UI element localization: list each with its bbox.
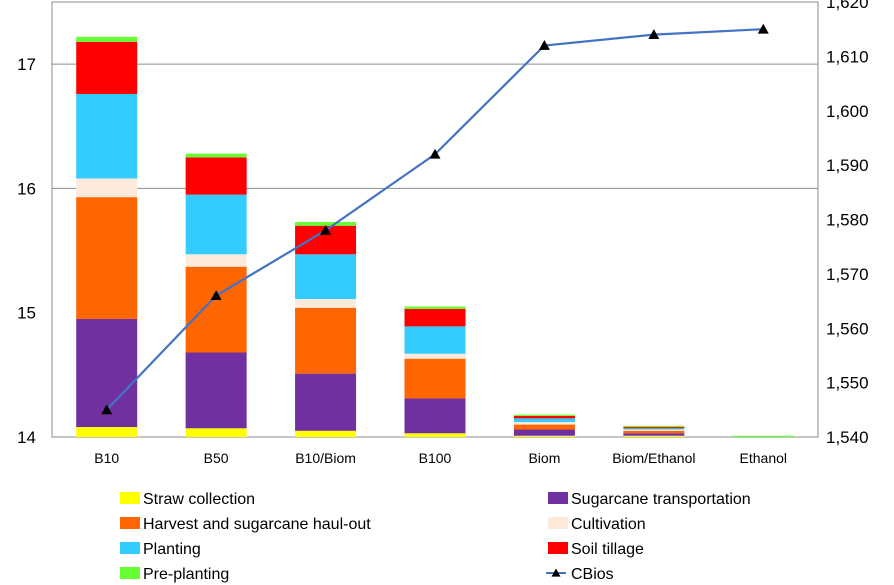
legend-swatch	[548, 542, 568, 554]
bar-segment	[623, 427, 685, 429]
category-label: B50	[204, 450, 229, 466]
category-labels: B10 B50 B10/Biom B100 Biom Biom/Ethanol Ethano…	[94, 450, 787, 466]
bar-segment	[185, 157, 247, 195]
cbios-point	[320, 224, 332, 235]
bar-segment	[76, 36, 138, 42]
bar-segment	[185, 153, 247, 158]
bar-segment	[623, 433, 685, 436]
bar-segment	[513, 414, 575, 416]
bar-segment	[404, 306, 466, 309]
bar-segment	[623, 429, 685, 431]
bar-segment	[404, 358, 466, 399]
cbios-point	[538, 40, 550, 50]
bar-segment	[295, 307, 357, 374]
right-tick-label: 1,570	[826, 265, 869, 284]
legend: Straw collection Sugarcane transportation…	[120, 491, 751, 583]
bar-segment	[404, 433, 466, 437]
legend-swatch	[548, 492, 568, 504]
cbios-point	[648, 29, 660, 40]
right-axis-ticks: 1,540 1,550 1,560 1,570 1,580 1,590 1,600 1,610…	[826, 0, 869, 447]
left-tick-label: 14	[17, 428, 36, 447]
right-tick-label: 1,590	[826, 156, 869, 175]
legend-swatch	[120, 517, 140, 529]
bar-segment	[76, 427, 138, 437]
category-label: Ethanol	[740, 450, 787, 466]
right-tick-label: 1,600	[826, 102, 869, 121]
bar-segment	[404, 353, 466, 359]
bar-segment	[76, 178, 138, 198]
bar-segment	[732, 435, 794, 437]
right-tick-label: 1,540	[826, 428, 869, 447]
legend-marker-swatch	[551, 568, 561, 577]
bar-segment	[185, 194, 247, 255]
legend-label: CBios	[571, 566, 614, 583]
bar-segment	[295, 373, 357, 431]
bar-segment	[185, 266, 247, 353]
legend-swatch	[120, 542, 140, 554]
right-tick-label: 1,610	[826, 47, 869, 66]
category-label: B10	[94, 450, 119, 466]
bar-segment	[513, 418, 575, 423]
category-label: B10/Biom	[295, 450, 356, 466]
bar-segment	[295, 254, 357, 300]
legend-label: Straw collection	[143, 491, 255, 508]
bar-segment	[513, 415, 575, 419]
bar-segment	[404, 308, 466, 327]
bar-segment	[623, 428, 685, 430]
category-label: Biom	[528, 450, 560, 466]
legend-swatch	[120, 492, 140, 504]
legend-label: Pre-planting	[143, 566, 229, 583]
bar-segment	[404, 398, 466, 434]
bar-segment	[513, 435, 575, 437]
left-tick-label: 17	[17, 55, 36, 74]
category-label: Biom/Ethanol	[612, 450, 695, 466]
cbios-point	[101, 404, 113, 415]
legend-label: Harvest and sugarcane haul-out	[143, 516, 371, 533]
cbios-line	[101, 23, 769, 415]
legend-swatch	[120, 567, 140, 579]
bar-segment	[404, 326, 466, 354]
right-tick-label: 1,580	[826, 211, 869, 230]
bar-segment	[623, 435, 685, 437]
legend-swatch	[548, 517, 568, 529]
left-tick-label: 16	[17, 179, 36, 198]
cbios-point	[210, 290, 222, 301]
right-tick-label: 1,560	[826, 319, 869, 338]
bar-segment	[513, 424, 575, 430]
bar-segment	[623, 430, 685, 434]
bar-segment	[76, 93, 138, 179]
right-tick-label: 1,550	[826, 374, 869, 393]
cbios-point	[429, 148, 441, 159]
bar-segment	[295, 299, 357, 308]
bar-segment	[185, 254, 247, 267]
legend-label: Sugarcane transportation	[571, 491, 751, 508]
bar-segment	[295, 430, 357, 437]
left-tick-label: 15	[17, 304, 36, 323]
bar-segment	[185, 352, 247, 429]
bar-segment	[76, 197, 138, 319]
gridlines	[52, 63, 818, 189]
legend-label: Cultivation	[571, 516, 646, 533]
cbios-point	[757, 23, 769, 34]
bar-segment	[623, 425, 685, 428]
bar-segment	[513, 429, 575, 436]
bar-segment	[76, 41, 138, 94]
bar-segment	[513, 422, 575, 425]
legend-label: Soil tillage	[571, 541, 644, 558]
bar-segment	[295, 221, 357, 226]
category-label: B100	[419, 450, 452, 466]
left-axis-ticks: 14 15 16 17	[17, 55, 36, 447]
bar-segment	[185, 428, 247, 437]
legend-label: Planting	[143, 541, 201, 558]
right-tick-label: 1,620	[826, 0, 869, 12]
bar-series	[76, 36, 794, 437]
